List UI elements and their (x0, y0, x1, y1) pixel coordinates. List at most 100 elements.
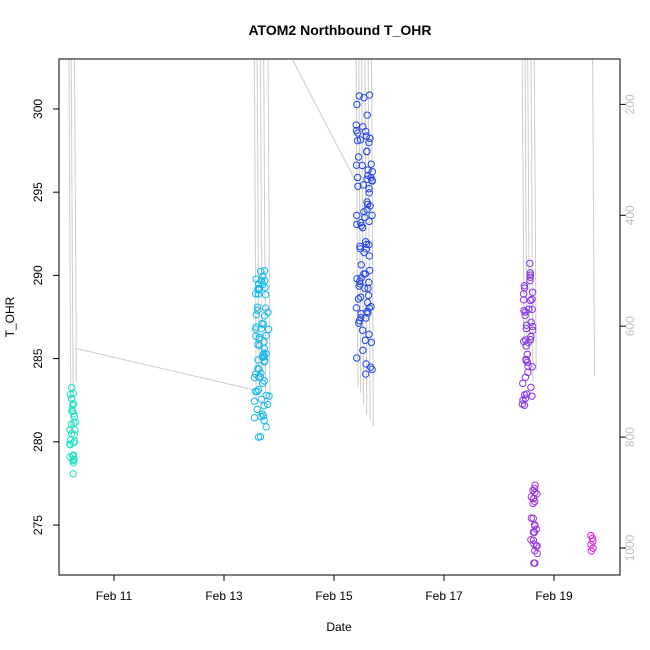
pressure-spike-7 (267, 59, 271, 404)
pressure-spike-12 (367, 59, 371, 421)
x-axis-label: Date (326, 620, 352, 634)
data-point (521, 311, 529, 320)
y2-tick-label: 1000 (623, 534, 637, 561)
y-tick-label: 275 (31, 515, 45, 535)
x-tick-label: Feb 19 (535, 589, 573, 603)
data-point (365, 189, 373, 197)
data-point (526, 296, 535, 305)
data-point (526, 273, 534, 281)
data-point (361, 213, 369, 222)
data-point (368, 211, 376, 220)
data-point (519, 337, 528, 346)
data-point (355, 282, 363, 290)
data-point (365, 252, 374, 260)
data-point (70, 455, 78, 463)
data-point (364, 166, 372, 174)
data-point (353, 136, 362, 145)
data-point (260, 358, 269, 366)
data-point (531, 481, 539, 489)
pressure-spike-1 (70, 59, 74, 393)
data-point (357, 310, 365, 318)
data-point (360, 208, 368, 216)
data-point (252, 323, 260, 331)
data-point (252, 311, 260, 319)
pressure-connector-0 (75, 347, 255, 391)
data-point (262, 423, 270, 431)
data-point (253, 303, 262, 311)
pressure-spike-17 (530, 59, 534, 382)
data-point (265, 392, 273, 400)
data-point (254, 340, 262, 349)
y2-tick-label: 400 (623, 205, 637, 225)
data-point (252, 275, 260, 283)
data-point (528, 305, 536, 314)
data-point (366, 363, 375, 371)
data-point (367, 160, 375, 168)
data-point (261, 290, 270, 299)
data-point (353, 220, 361, 229)
data-point (353, 354, 361, 362)
data-point (70, 431, 79, 439)
data-point (354, 182, 362, 191)
data-point (254, 286, 263, 294)
y-axis: 275 280 285 290 295 300 (31, 99, 59, 535)
data-point (524, 362, 532, 370)
data-point (523, 358, 532, 366)
data-point (253, 306, 262, 314)
pressure-connector-1 (292, 59, 357, 183)
data-point (368, 168, 377, 176)
data-point (69, 399, 78, 408)
data-point (353, 211, 361, 220)
data-point (255, 365, 263, 373)
data-point (262, 391, 270, 399)
data-point (355, 317, 364, 325)
data-point (365, 185, 373, 193)
pressure-series (68, 59, 595, 432)
data-point (368, 365, 376, 374)
plot-frame (58, 58, 621, 576)
data-point (357, 293, 365, 301)
data-point (528, 392, 536, 400)
data-point (352, 161, 361, 169)
data-point (264, 308, 272, 317)
data-point (358, 161, 366, 170)
data-point (365, 91, 374, 99)
x-tick-label: Feb 11 (96, 589, 133, 603)
data-point (521, 373, 530, 381)
chart-title: ATOM2 Northbound T_OHR (248, 22, 431, 38)
data-point (359, 181, 368, 189)
data-point (523, 350, 532, 359)
data-point (528, 288, 537, 296)
data-point (531, 546, 539, 555)
data-point (526, 335, 535, 344)
data-point (259, 379, 267, 388)
data-point (250, 397, 259, 405)
data-point (260, 402, 268, 410)
data-point (259, 320, 267, 328)
data-point (354, 129, 362, 137)
data-point (587, 531, 595, 540)
data-point (527, 383, 535, 392)
y-axis-label: T_OHR (3, 296, 17, 337)
data-point (367, 338, 376, 347)
data-point (527, 318, 535, 326)
x-axis: Feb 11 Feb 13 Feb 15 Feb 17 Feb 19 (96, 575, 573, 603)
y-tick-label: 300 (31, 99, 45, 119)
data-point (254, 290, 262, 298)
data-point (362, 127, 370, 136)
data-point (365, 217, 373, 226)
data-point (69, 451, 78, 459)
x-tick-label: Feb 17 (425, 589, 463, 603)
data-point (69, 452, 77, 460)
data-point (69, 407, 77, 416)
data-point (365, 241, 373, 249)
y2-tick-label: 200 (623, 94, 637, 114)
y-tick-label: 280 (31, 432, 45, 452)
data-point (368, 177, 376, 185)
data-point (365, 278, 373, 286)
data-point (357, 222, 366, 230)
data-point (362, 314, 370, 322)
data-point (352, 121, 360, 129)
data-point (353, 100, 361, 109)
